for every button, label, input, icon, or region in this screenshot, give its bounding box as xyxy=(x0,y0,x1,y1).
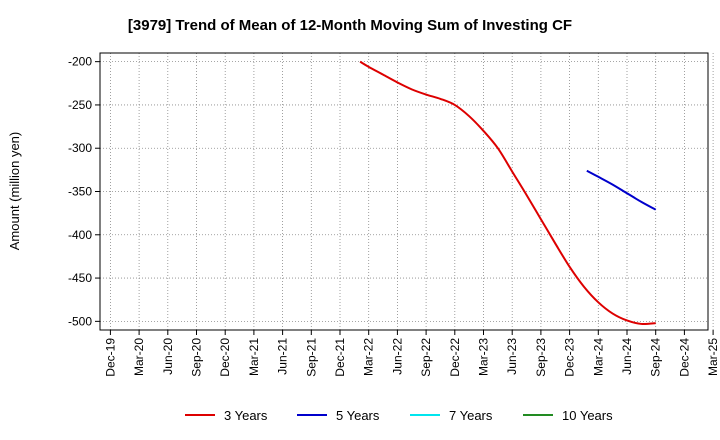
x-tick-label: Dec-24 xyxy=(677,338,691,377)
x-tick-label: Sep-24 xyxy=(649,338,663,377)
series-layer xyxy=(359,60,657,326)
x-tick-label: Sep-20 xyxy=(190,338,204,377)
x-tick-label: Dec-22 xyxy=(448,338,462,377)
x-tick-label: Sep-23 xyxy=(534,338,548,377)
y-tick-label: -450 xyxy=(68,271,92,285)
y-tick-label: -300 xyxy=(68,141,92,155)
x-tick-label: Mar-24 xyxy=(591,338,605,376)
x-tick-label: Dec-21 xyxy=(333,338,347,377)
x-tick-label: Sep-22 xyxy=(419,338,433,377)
legend-label-3-years: 3 Years xyxy=(224,408,268,423)
x-tick-label: Dec-19 xyxy=(103,338,117,377)
x-tick-label: Mar-20 xyxy=(132,338,146,376)
y-tick-label: -200 xyxy=(68,55,92,69)
y-tick-labels: -200 -250 -300 -350 -400 -450 -500 xyxy=(68,55,100,328)
y-tick-label: -350 xyxy=(68,185,92,199)
x-tick-labels: Dec-19 Mar-20 Jun-20 Sep-20 Dec-20 Mar-21 Jun-… xyxy=(103,330,720,377)
legend-label-7-years: 7 Years xyxy=(449,408,493,423)
x-tick-label: Dec-23 xyxy=(563,338,577,377)
legend: 3 Years 5 Years 7 Years 10 Years xyxy=(185,408,613,423)
legend-label-5-years: 5 Years xyxy=(336,408,380,423)
x-tick-label: Mar-25 xyxy=(706,338,720,376)
grid-layer xyxy=(100,53,714,330)
x-tick-label: Mar-21 xyxy=(247,338,261,376)
y-tick-label: -500 xyxy=(68,314,92,328)
y-tick-label: -400 xyxy=(68,228,92,242)
x-tick-label: Jun-22 xyxy=(390,338,404,375)
series-line-3-years xyxy=(359,60,656,326)
x-tick-label: Mar-22 xyxy=(362,338,376,376)
y-axis-label: Amount (million yen) xyxy=(7,132,22,251)
series-line-5-years xyxy=(586,169,657,211)
x-tick-label: Jun-21 xyxy=(276,338,290,375)
x-tick-label: Dec-20 xyxy=(218,338,232,377)
legend-label-10-years: 10 Years xyxy=(562,408,613,423)
x-tick-label: Jun-24 xyxy=(620,338,634,375)
x-tick-label: Sep-21 xyxy=(304,338,318,377)
y-tick-label: -250 xyxy=(68,98,92,112)
x-tick-label: Mar-23 xyxy=(477,338,491,376)
chart-title: [3979] Trend of Mean of 12-Month Moving … xyxy=(128,17,572,34)
x-tick-label: Jun-23 xyxy=(505,338,519,375)
x-tick-label: Jun-20 xyxy=(161,338,175,375)
